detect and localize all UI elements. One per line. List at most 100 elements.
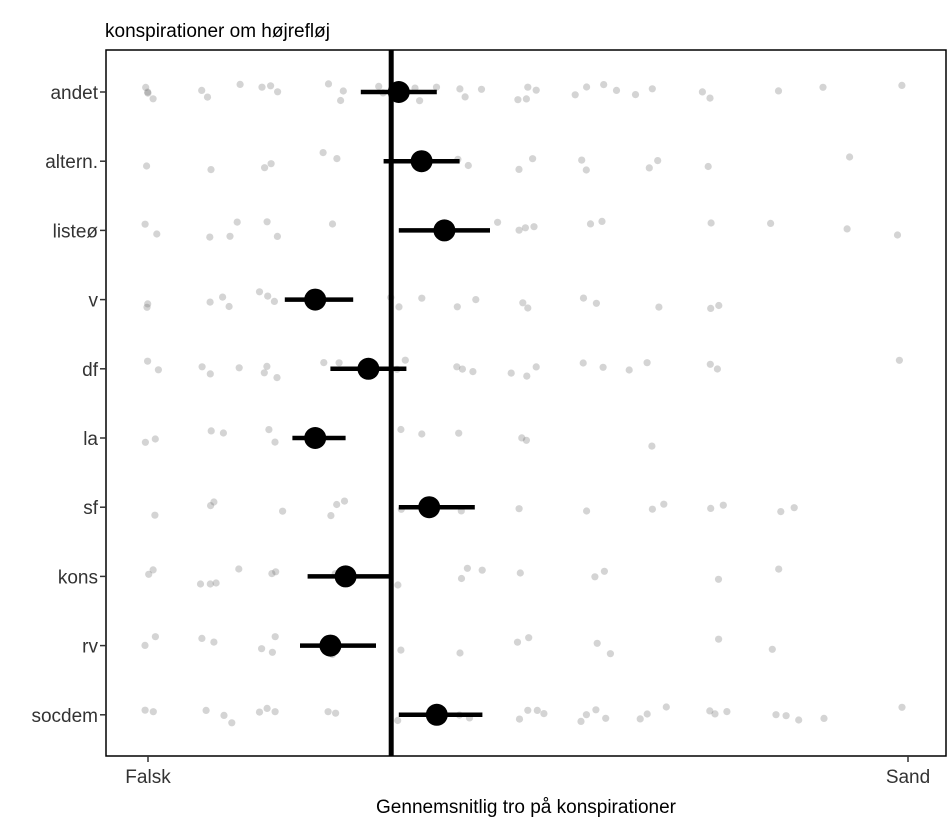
raw-point-sf <box>660 500 668 508</box>
raw-point-socdem <box>324 708 332 716</box>
raw-point-andet <box>514 96 522 104</box>
raw-point-altern. <box>207 166 215 174</box>
raw-point-sf <box>648 505 657 513</box>
raw-point-andet <box>898 81 906 89</box>
raw-point-andet <box>416 97 424 105</box>
raw-point-df <box>706 360 714 368</box>
raw-point-df <box>154 366 162 374</box>
raw-point-andet <box>648 85 656 93</box>
raw-point-kons <box>394 581 402 589</box>
raw-point-altern. <box>529 155 537 163</box>
raw-point-df <box>507 369 515 377</box>
raw-point-rv <box>258 645 266 653</box>
raw-point-df <box>263 362 271 370</box>
raw-point-socdem <box>220 711 228 720</box>
raw-point-andet <box>142 83 150 91</box>
chart-title: konspirationer om højrefløj <box>105 21 330 42</box>
raw-point-andet <box>524 83 532 91</box>
raw-point-kons <box>196 580 205 588</box>
raw-point-kons <box>478 566 486 574</box>
raw-point-socdem <box>723 708 731 716</box>
raw-point-v <box>655 303 663 311</box>
y-tick-label-sf: sf <box>83 498 99 519</box>
mean-point-v <box>304 288 327 311</box>
raw-point-v <box>418 294 426 302</box>
raw-point-sf <box>207 502 215 510</box>
raw-point-la <box>207 427 215 435</box>
raw-point-sf <box>279 507 287 515</box>
raw-point-df <box>599 363 607 371</box>
raw-point-kons <box>775 565 783 573</box>
raw-point-la <box>265 426 273 434</box>
raw-point-rv <box>593 639 601 647</box>
raw-point-sf <box>583 507 591 515</box>
raw-point-kons <box>600 567 609 575</box>
raw-point-rv <box>715 635 723 643</box>
raw-point-altern. <box>846 153 854 161</box>
raw-point-listeø <box>893 231 902 239</box>
mean-point-sf <box>418 496 441 519</box>
raw-point-df <box>579 359 587 367</box>
raw-point-socdem <box>202 706 210 715</box>
raw-point-kons <box>235 565 243 573</box>
raw-point-df <box>625 366 633 374</box>
raw-point-sf <box>719 501 727 509</box>
raw-point-listeø <box>226 232 234 240</box>
raw-point-df <box>453 363 461 371</box>
raw-point-v <box>264 292 272 300</box>
raw-point-df <box>458 365 466 373</box>
raw-point-sf <box>333 500 341 509</box>
raw-point-kons <box>268 570 276 578</box>
raw-point-listeø <box>141 220 149 228</box>
raw-point-altern. <box>333 155 341 163</box>
raw-point-v <box>143 303 151 311</box>
raw-point-v <box>395 303 403 311</box>
raw-point-v <box>225 302 233 311</box>
raw-point-listeø <box>206 233 214 241</box>
raw-point-altern. <box>319 149 327 157</box>
raw-point-andet <box>337 96 345 105</box>
raw-point-sf <box>515 505 523 513</box>
x-tick-label-falsk: Falsk <box>125 767 171 788</box>
raw-point-rv <box>606 650 615 658</box>
raw-point-listeø <box>153 230 161 238</box>
raw-point-andet <box>456 85 464 93</box>
raw-point-andet <box>461 93 469 101</box>
raw-point-listeø <box>707 219 715 227</box>
raw-point-df <box>198 363 206 371</box>
raw-point-v <box>270 297 278 305</box>
mean-point-kons <box>334 565 357 588</box>
raw-point-altern. <box>704 162 712 171</box>
y-tick-label-kons: kons <box>58 567 98 588</box>
y-axis: andet altern. listeø v df la sf kons rv socdem <box>31 83 106 727</box>
x-axis: Falsk Sand <box>125 756 930 788</box>
raw-point-andet <box>203 93 212 101</box>
raw-point-andet <box>267 82 275 90</box>
raw-point-altern. <box>515 165 523 173</box>
raw-point-rv <box>141 641 149 650</box>
raw-point-listeø <box>273 232 281 240</box>
raw-point-sf <box>340 497 349 505</box>
raw-point-la <box>522 436 531 444</box>
mean-point-altern. <box>410 150 433 173</box>
y-tick-label-v: v <box>89 291 99 312</box>
raw-point-socdem <box>533 706 541 715</box>
raw-point-listeø <box>515 226 523 234</box>
raw-point-socdem <box>540 710 548 718</box>
raw-point-socdem <box>394 716 402 725</box>
raw-point-andet <box>600 81 608 89</box>
raw-point-rv <box>210 638 218 646</box>
raw-point-v <box>255 288 264 296</box>
raw-point-kons <box>272 568 280 576</box>
raw-point-la <box>271 438 279 446</box>
raw-point-rv <box>513 638 522 646</box>
raw-point-sf <box>327 511 335 520</box>
raw-point-df <box>713 365 722 373</box>
raw-point-socdem <box>577 717 585 726</box>
raw-point-v <box>206 298 214 306</box>
raw-point-socdem <box>271 708 279 716</box>
raw-point-andet <box>819 83 827 91</box>
raw-points-layer <box>141 80 906 727</box>
raw-point-df <box>206 370 214 378</box>
